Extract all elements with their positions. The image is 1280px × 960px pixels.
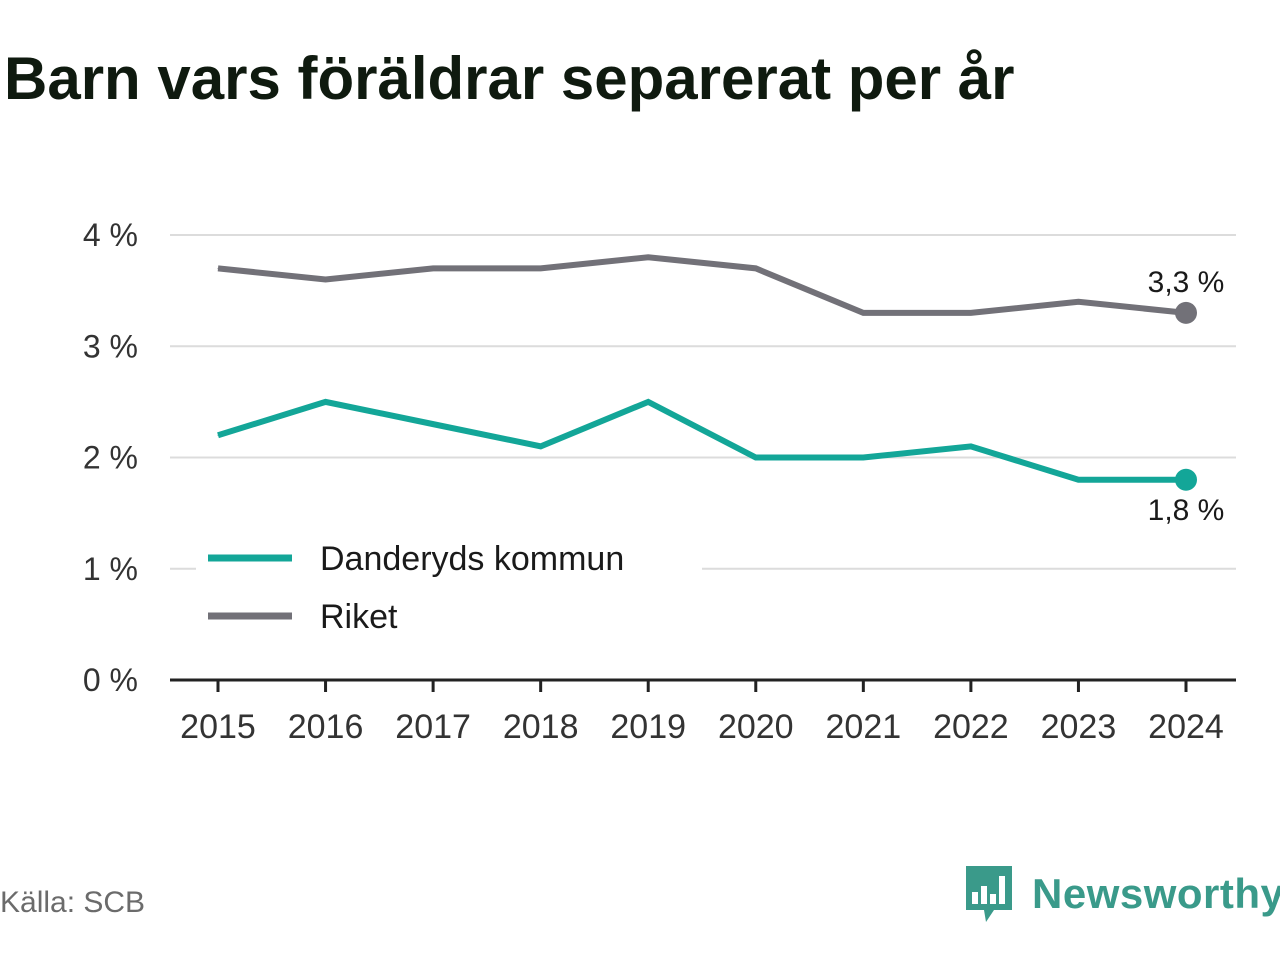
data-point: [540, 445, 542, 447]
series-line: [217, 398, 1186, 483]
data-point: [325, 401, 327, 403]
brand-name: Newsworthy: [1032, 870, 1280, 917]
brand-logo: Newsworthy: [964, 864, 1280, 924]
data-point: [647, 401, 649, 403]
x-tick-label: 2015: [180, 708, 256, 746]
x-tick-label: 2023: [1041, 708, 1117, 746]
data-point: [1077, 301, 1079, 303]
data-point: [755, 457, 757, 458]
data-label: 3,3 %: [1148, 266, 1225, 299]
y-tick-label: 3 %: [83, 328, 138, 364]
x-tick-label: 2021: [826, 708, 902, 746]
data-point: [217, 434, 219, 436]
data-point: [1077, 479, 1079, 481]
data-point: [325, 279, 327, 280]
y-tick-label: 2 %: [83, 440, 138, 476]
data-point: [217, 267, 219, 269]
data-point: [540, 267, 542, 269]
newsworthy-logo-icon: [966, 866, 1012, 922]
series-endpoints: 1,8 % 3,3 %: [1148, 266, 1225, 527]
series-line: [217, 254, 1187, 316]
series-end-marker: [1175, 301, 1197, 324]
data-label: 1,8 %: [1148, 494, 1225, 527]
x-tick-label: 2020: [718, 708, 794, 746]
data-point: [432, 423, 434, 425]
data-point: [862, 457, 864, 458]
y-tick-label: 1 %: [83, 551, 138, 587]
x-tick-label: 2019: [610, 708, 686, 746]
y-axis-tick-labels: 0 % 1 % 2 % 3 % 4 %: [83, 217, 138, 698]
data-point: [970, 312, 972, 314]
legend-label: Danderyds kommun: [320, 540, 624, 578]
chart-title: Barn vars föräldrar separerat per år: [4, 45, 1015, 112]
x-tick-label: 2017: [395, 708, 471, 746]
legend-background: [196, 530, 702, 648]
y-tick-label: 4 %: [83, 217, 138, 253]
series-lines: [217, 254, 1187, 483]
data-point: [755, 267, 757, 269]
legend: Danderyds kommun Riket: [196, 530, 702, 648]
y-tick-label: 0 %: [83, 662, 138, 698]
x-tick-label: 2016: [288, 708, 364, 746]
x-axis-tick-labels: 2015 2016 2017 2018 2019 2020 2021 2022 2023 2024: [180, 708, 1224, 746]
x-tick-label: 2024: [1148, 708, 1224, 746]
series-end-marker: [1175, 468, 1197, 491]
source-note: Källa: SCB: [0, 886, 146, 919]
data-point: [432, 267, 434, 269]
data-point: [970, 445, 972, 447]
x-axis: [170, 678, 1236, 692]
data-point: [647, 256, 649, 258]
legend-label: Riket: [320, 598, 398, 636]
x-tick-label: 2022: [933, 708, 1009, 746]
x-tick-label: 2018: [503, 708, 579, 746]
data-point: [862, 312, 864, 314]
